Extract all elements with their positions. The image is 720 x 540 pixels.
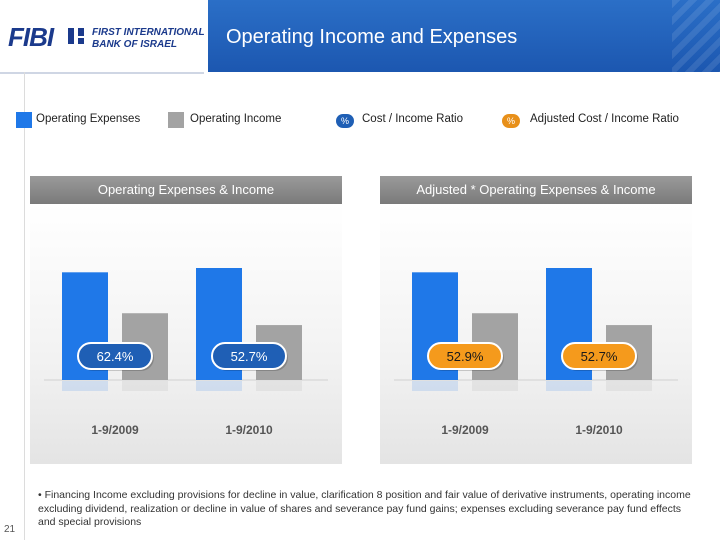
left-rule — [24, 72, 25, 540]
logo: FIBI FIRST INTERNATIONAL BANK OF ISRAEL — [0, 0, 205, 74]
logo-line-1: FIRST INTERNATIONAL — [92, 27, 205, 38]
category-label-2: 1-9/2010 — [575, 423, 623, 437]
bar-reflection — [472, 381, 518, 391]
ratio-badge-1 — [427, 342, 503, 370]
category-label-1: 1-9/2009 — [91, 423, 139, 437]
legend-swatch-expenses — [16, 112, 32, 128]
ratio-badge-1 — [77, 342, 153, 370]
logo-line-2: BANK OF ISRAEL — [92, 39, 177, 50]
ratio-badge-2 — [211, 342, 287, 370]
bar-reflection — [256, 381, 302, 391]
chart-2-panel: 52.9% 1-9/2009 52.7% 1-9/2010 — [380, 204, 692, 464]
legend-label-expenses: Operating Expenses — [36, 113, 141, 125]
legend-badge-ratio: % — [336, 114, 354, 128]
chart-2-title: Adjusted * Operating Expenses & Income — [380, 176, 692, 204]
header-bar: Operating Income and Expenses — [208, 0, 720, 72]
page-title: Operating Income and Expenses — [226, 26, 518, 48]
ratio-label-2: 52.7% — [581, 349, 618, 364]
legend-label-income: Operating Income — [190, 113, 282, 125]
ratio-label-1: 52.9% — [447, 349, 484, 364]
ratio-label-1: 62.4% — [97, 349, 134, 364]
chart-1-title: Operating Expenses & Income — [30, 176, 342, 204]
bar-reflection — [62, 381, 108, 391]
ratio-badge-2 — [561, 342, 637, 370]
logo-mark-icon — [68, 28, 84, 44]
page-number: 21 — [4, 524, 16, 535]
chart-1-panel: 62.4% 1-9/2009 52.7% 1-9/2010 — [30, 204, 342, 464]
chart-2: 52.9% 1-9/2009 52.7% 1-9/2010 — [394, 268, 678, 437]
legend-label-adjusted-ratio: Adjusted Cost / Income Ratio — [530, 113, 679, 125]
bar-reflection — [546, 381, 592, 391]
ratio-label-2: 52.7% — [231, 349, 268, 364]
bar-reflection — [412, 381, 458, 391]
category-label-1: 1-9/2009 — [441, 423, 489, 437]
legend-swatch-income — [168, 112, 184, 128]
bar-reflection — [196, 381, 242, 391]
chart-1: 62.4% 1-9/2009 52.7% 1-9/2010 — [44, 268, 328, 437]
footnote: • Financing Income excluding provisions … — [38, 489, 691, 528]
logo-wordmark: FIBI — [8, 22, 54, 52]
legend-label-ratio: Cost / Income Ratio — [362, 113, 463, 125]
legend-badge-adjusted-ratio: % — [502, 114, 520, 128]
category-label-2: 1-9/2010 — [225, 423, 273, 437]
bar-reflection — [606, 381, 652, 391]
bar-reflection — [122, 381, 168, 391]
